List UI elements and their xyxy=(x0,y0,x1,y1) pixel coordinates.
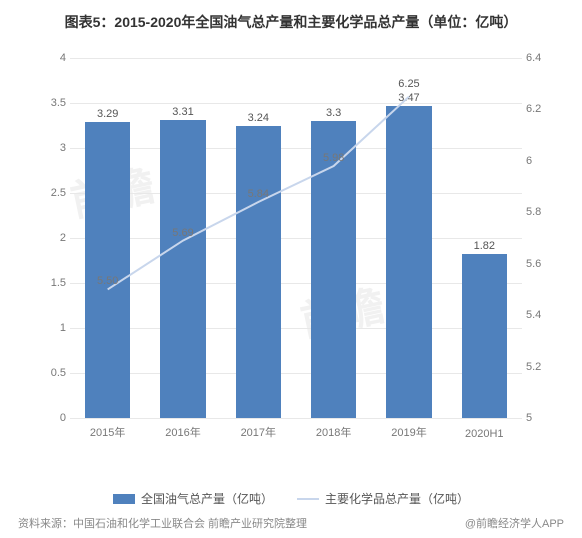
bar-value-label: 3.29 xyxy=(97,108,118,120)
legend-swatch-line xyxy=(297,498,319,500)
x-category-label: 2016年 xyxy=(165,424,200,440)
legend-label: 全国油气总产量（亿吨） xyxy=(141,490,273,507)
bar-value-label: 3.24 xyxy=(248,112,269,124)
x-category-label: 2015年 xyxy=(90,424,125,440)
legend-swatch-bar xyxy=(113,494,135,504)
bar-slot: 1.822020H1 xyxy=(447,58,522,418)
y-left-tick: 0 xyxy=(42,412,66,424)
bar xyxy=(386,106,431,418)
y-left-tick: 1 xyxy=(42,322,66,334)
bars-container: 3.292015年3.312016年3.242017年3.32018年6.253… xyxy=(70,58,522,418)
bar-value-label: 3.3 xyxy=(326,107,341,119)
gridline xyxy=(70,418,522,419)
bar-value-label: 1.82 xyxy=(474,240,495,252)
source-text: 资料来源：中国石油和化学工业联合会 前瞻产业研究院整理 xyxy=(18,515,307,531)
bar-slot: 6.253.472019年 xyxy=(371,58,446,418)
y-right-tick: 5.4 xyxy=(526,309,552,321)
line-value-label: 5.50 xyxy=(97,275,118,287)
y-right-tick: 5 xyxy=(526,412,552,424)
line-value-label: 5.98 xyxy=(323,152,344,164)
line-value-label: 6.25 xyxy=(398,78,419,90)
x-category-label: 2020H1 xyxy=(465,428,504,440)
y-left-tick: 1.5 xyxy=(42,277,66,289)
legend-label: 主要化学品总产量（亿吨） xyxy=(325,490,469,507)
x-category-label: 2018年 xyxy=(316,424,351,440)
y-right-tick: 5.8 xyxy=(526,206,552,218)
y-left-tick: 0.5 xyxy=(42,367,66,379)
y-left-tick: 2 xyxy=(42,232,66,244)
footer: 资料来源：中国石油和化学工业联合会 前瞻产业研究院整理 @前瞻经济学人APP xyxy=(0,507,582,531)
bar-slot: 3.32018年 xyxy=(296,58,371,418)
y-left-tick: 3.5 xyxy=(42,97,66,109)
bar xyxy=(462,254,507,418)
x-category-label: 2017年 xyxy=(241,424,276,440)
bar xyxy=(160,120,205,418)
y-right-tick: 5.6 xyxy=(526,258,552,270)
y-left-tick: 2.5 xyxy=(42,187,66,199)
bar-value-label: 3.31 xyxy=(172,106,193,118)
chart-title: 图表5：2015-2020年全国油气总产量和主要化学品总产量（单位：亿吨） xyxy=(0,0,582,38)
y-right-tick: 6 xyxy=(526,155,552,167)
y-right-tick: 6.2 xyxy=(526,103,552,115)
bar-slot: 3.292015年 xyxy=(70,58,145,418)
plot-region: 00.511.522.533.5455.25.45.65.866.26.43.2… xyxy=(70,58,522,418)
y-right-tick: 5.2 xyxy=(526,361,552,373)
y-right-tick: 6.4 xyxy=(526,52,552,64)
x-category-label: 2019年 xyxy=(391,424,426,440)
bar-slot: 3.242017年 xyxy=(221,58,296,418)
line-value-label: 5.84 xyxy=(248,188,269,200)
y-left-tick: 3 xyxy=(42,142,66,154)
bar xyxy=(236,126,281,418)
bar xyxy=(311,121,356,418)
legend-item: 主要化学品总产量（亿吨） xyxy=(297,490,469,507)
legend: 全国油气总产量（亿吨） 主要化学品总产量（亿吨） xyxy=(0,490,582,507)
bar xyxy=(85,122,130,418)
line-value-label: 5.69 xyxy=(172,227,193,239)
y-left-tick: 4 xyxy=(42,52,66,64)
chart-area: 0 0.5 1 1.5 2 2.5 3 3.5 4 5 5.2 5.4 5.6 5.8 6 6.2 6.4 3.2… xyxy=(40,48,552,448)
bar-value-label: 3.47 xyxy=(398,92,419,104)
legend-item: 全国油气总产量（亿吨） xyxy=(113,490,273,507)
credit-text: @前瞻经济学人APP xyxy=(465,515,564,531)
